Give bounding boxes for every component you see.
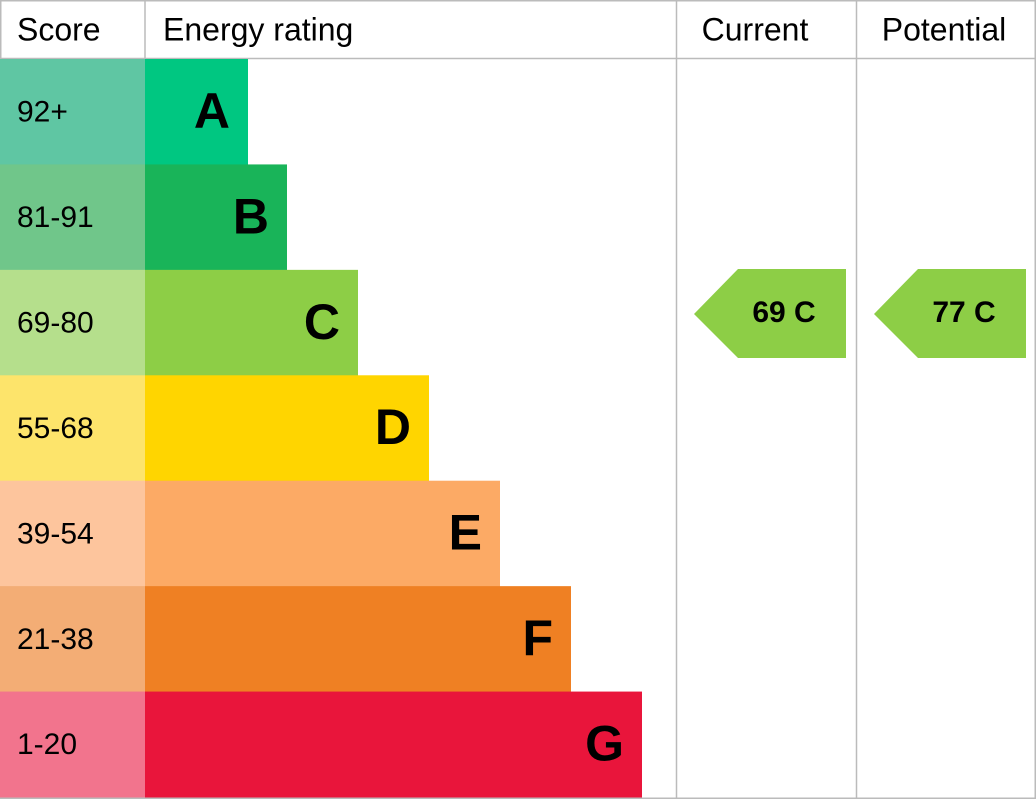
rating-bar [145, 586, 571, 693]
score-cell [0, 164, 145, 271]
score-cell [0, 59, 145, 165]
band-label: C [304, 294, 340, 350]
band-label: F [522, 610, 553, 666]
score-label: 69-80 [17, 306, 94, 339]
score-cell [0, 269, 145, 376]
current-arrow [694, 269, 846, 358]
score-cell [0, 375, 145, 482]
current-label: 69 C [752, 296, 815, 329]
band-label: B [233, 188, 269, 244]
rows: 92+ A 81-91 B 69-80 C 55-68 D 39-54 E 21-38 F 1-20 G [0, 59, 642, 798]
header-current: Current [702, 11, 809, 47]
score-label: 39-54 [17, 517, 94, 550]
score-label: 1-20 [17, 728, 77, 761]
rating-bar [145, 59, 248, 165]
score-label: 21-38 [17, 623, 94, 656]
score-cell [0, 586, 145, 693]
band-label: A [194, 83, 230, 139]
score-label: 55-68 [17, 412, 94, 445]
score-cell [0, 480, 145, 587]
score-label: 92+ [17, 96, 68, 129]
rating-bar [145, 691, 642, 798]
score-cell [0, 691, 145, 798]
band-label: G [585, 715, 624, 771]
header-score: Score [17, 11, 101, 47]
rating-bar [145, 164, 287, 271]
header-rating: Energy rating [163, 11, 353, 47]
band-label: D [375, 399, 411, 455]
rating-bar [145, 375, 429, 482]
rating-bar [145, 480, 500, 587]
header-potential: Potential [882, 11, 1007, 47]
rating-bar [145, 269, 358, 376]
potential-label: 77 C [932, 296, 995, 329]
potential-arrow [874, 269, 1026, 358]
band-label: E [449, 505, 482, 561]
score-label: 81-91 [17, 201, 94, 234]
